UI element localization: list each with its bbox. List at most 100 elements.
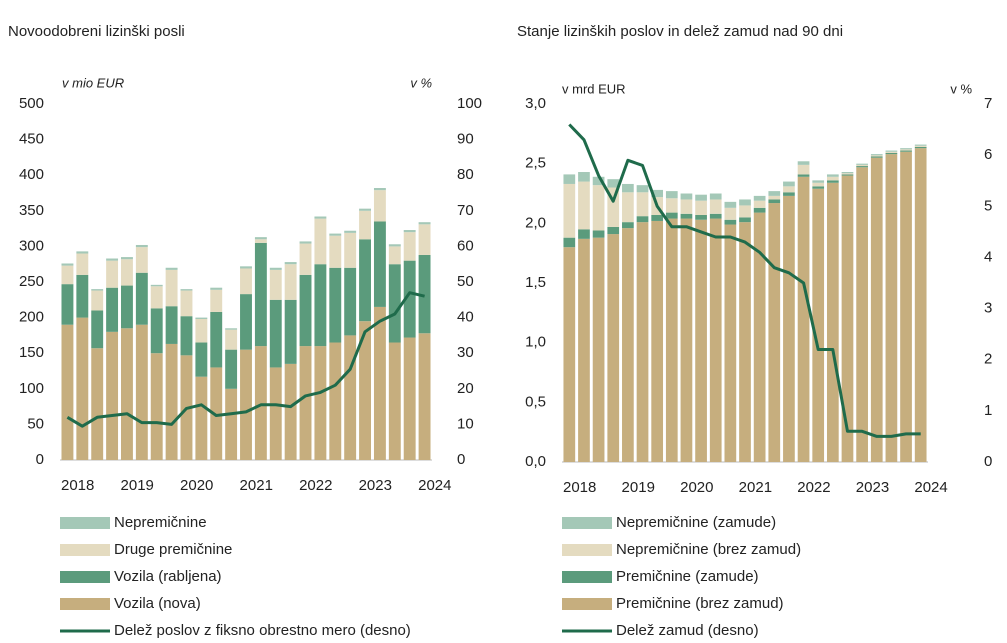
y-unit: v mrd EUR xyxy=(562,81,626,96)
bar-segment xyxy=(783,186,795,193)
bar-segment xyxy=(344,335,357,460)
bar-segment xyxy=(91,348,104,460)
bar-segment xyxy=(680,213,693,219)
bar-segment xyxy=(885,150,898,152)
bar-segment xyxy=(900,150,912,152)
bar-segment xyxy=(607,234,620,462)
bar-segment xyxy=(841,174,854,176)
bar-segment xyxy=(329,233,342,236)
bar-segment xyxy=(240,266,252,269)
bar-segment xyxy=(826,180,839,183)
bar-segment xyxy=(373,188,386,191)
bar-segment xyxy=(724,207,737,220)
bar-segment xyxy=(914,146,927,149)
bar-segment xyxy=(914,148,927,463)
bar-segment xyxy=(254,237,267,240)
bar-segment xyxy=(61,265,74,285)
bar-segment xyxy=(622,222,634,229)
bar-segment xyxy=(753,212,766,462)
bar-segment xyxy=(651,220,664,462)
bar-segment xyxy=(388,342,401,460)
bar-segment xyxy=(885,154,898,462)
bar-segment xyxy=(709,199,722,214)
y-tick-label: 1,0 xyxy=(525,334,546,351)
y2-tick-label: 6 xyxy=(984,146,992,163)
bar-segment xyxy=(284,299,297,364)
bar-segment xyxy=(165,306,178,344)
line xyxy=(66,291,425,428)
bar-segment xyxy=(636,192,649,217)
y-tick-label: 2,0 xyxy=(525,214,546,231)
bar-segment xyxy=(76,251,89,254)
y-tick-label: 500 xyxy=(19,95,44,112)
bar-segment xyxy=(812,180,825,183)
chart-title: Novoodobreni lizinški posli xyxy=(8,23,185,40)
legend-swatch xyxy=(562,571,612,583)
bar-segment xyxy=(106,260,119,288)
chart-title: Stanje lizinških poslov in delež zamud n… xyxy=(517,23,843,40)
bar-segment xyxy=(870,156,883,158)
bar-segment xyxy=(373,306,386,460)
bar-segment xyxy=(299,346,312,460)
bar-segment xyxy=(121,259,133,286)
y-tick-label: 100 xyxy=(19,380,44,397)
bar-segment xyxy=(578,238,590,462)
bar-segment xyxy=(592,185,605,231)
bar-segment xyxy=(826,176,839,181)
bar-segment xyxy=(403,260,416,338)
bar-segment xyxy=(709,213,722,219)
y-tick-label: 300 xyxy=(19,237,44,254)
bar-segment xyxy=(592,176,605,186)
bar-segment xyxy=(344,232,357,268)
bar-segment xyxy=(563,237,576,248)
bar-segment xyxy=(195,319,208,343)
y-tick-label: 150 xyxy=(19,344,44,361)
bar-segment xyxy=(900,148,912,150)
bar-segment xyxy=(269,267,282,270)
y-tick-label: 3,0 xyxy=(525,95,546,112)
x-tick-label: 2023 xyxy=(359,477,392,494)
y2-tick-label: 90 xyxy=(457,131,474,148)
x-tick-label: 2021 xyxy=(240,477,273,494)
bar-segment xyxy=(753,200,766,208)
bar-segment xyxy=(870,155,883,157)
bar-segment xyxy=(695,219,707,462)
bar-segment xyxy=(225,329,238,350)
bar-segment xyxy=(797,176,810,462)
line xyxy=(568,123,921,438)
x-tick-label: 2024 xyxy=(418,477,451,494)
bar-segment xyxy=(329,267,342,343)
bar-segment xyxy=(269,269,282,300)
bar-segment xyxy=(885,152,898,155)
bar-segment xyxy=(314,216,327,219)
bar-segment xyxy=(695,214,707,220)
bar-segment xyxy=(768,199,781,204)
bar-segment xyxy=(739,199,751,206)
bar-segment xyxy=(563,174,576,184)
bar-segment xyxy=(826,182,839,462)
bar-segment xyxy=(592,230,605,238)
y-tick-label: 50 xyxy=(27,415,44,432)
bar-segment xyxy=(592,237,605,462)
y2-tick-label: 60 xyxy=(457,237,474,254)
bar-segment xyxy=(284,262,297,265)
x-tick-label: 2022 xyxy=(299,477,332,494)
bar-segment xyxy=(180,290,193,317)
bar-segment xyxy=(150,284,163,287)
bar-segment xyxy=(329,235,342,268)
bar-segment xyxy=(768,191,781,196)
y-tick-label: 450 xyxy=(19,131,44,148)
bar-segment xyxy=(724,224,737,462)
y2-tick-label: 30 xyxy=(457,344,474,361)
bar-segment xyxy=(856,163,868,165)
x-tick-label: 2018 xyxy=(563,479,596,496)
bar-segment xyxy=(135,324,148,460)
bar-segment xyxy=(121,285,133,329)
bar-segment xyxy=(91,310,104,349)
bar-segment xyxy=(695,200,707,215)
bar-segment xyxy=(651,214,664,221)
bar-segment xyxy=(768,203,781,462)
bar-segment xyxy=(150,308,163,354)
legend-label: Premičnine (zamude) xyxy=(616,568,759,585)
y-tick-label: 2,5 xyxy=(525,155,546,172)
